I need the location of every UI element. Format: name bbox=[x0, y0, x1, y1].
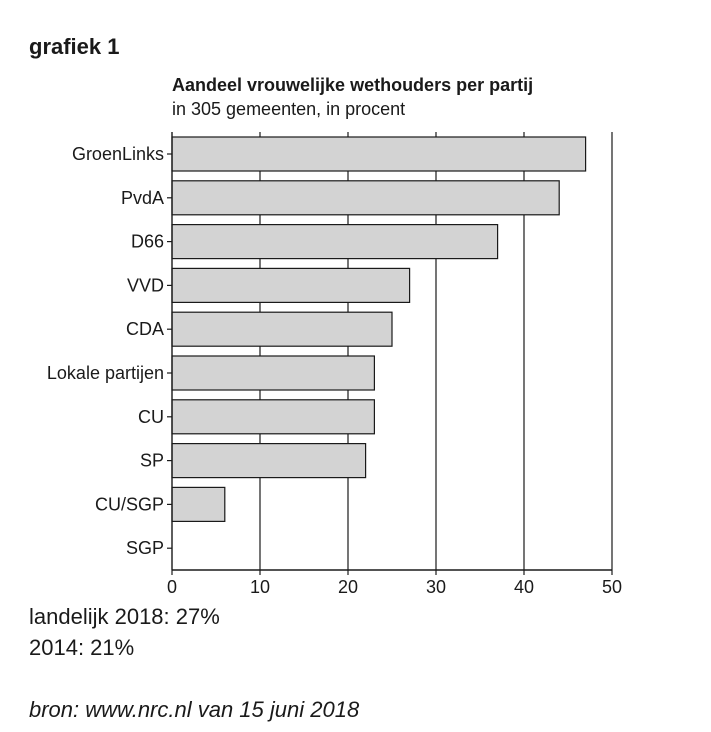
bar-pvda bbox=[171, 180, 560, 216]
category-label: D66 bbox=[131, 232, 164, 252]
category-label: SGP bbox=[126, 538, 164, 558]
chart-subtitle: in 305 gemeenten, in procent bbox=[172, 99, 406, 119]
category-label: CU bbox=[138, 407, 164, 427]
bar-cu-sgp bbox=[171, 486, 226, 522]
category-label: CDA bbox=[126, 319, 164, 339]
chart-title: Aandeel vrouwelijke wethouders per parti… bbox=[172, 75, 534, 95]
x-tick-label: 50 bbox=[602, 577, 622, 597]
bars bbox=[171, 136, 587, 522]
category-label: GroenLinks bbox=[72, 144, 164, 164]
x-axis: 0 10 20 30 40 50 bbox=[167, 569, 622, 597]
x-tick-label: 30 bbox=[426, 577, 446, 597]
bar-chart: GroenLinks PvdA D66 VVD CDA Lokale partijen CU… bbox=[47, 132, 622, 597]
national-2014-note: 2014: 21% bbox=[29, 635, 135, 660]
bar-groenlinks bbox=[171, 136, 587, 172]
bar-sp bbox=[171, 443, 367, 479]
category-label: PvdA bbox=[121, 188, 164, 208]
x-tick-label: 20 bbox=[338, 577, 358, 597]
y-axis: GroenLinks PvdA D66 VVD CDA Lokale partijen CU… bbox=[47, 132, 173, 570]
bar-cda bbox=[171, 311, 393, 347]
bar-vvd bbox=[171, 267, 411, 303]
category-label: VVD bbox=[127, 275, 164, 295]
category-label: CU/SGP bbox=[95, 494, 164, 514]
x-tick-label: 40 bbox=[514, 577, 534, 597]
bar-d66 bbox=[171, 224, 499, 260]
national-2018-note: landelijk 2018: 27% bbox=[29, 604, 220, 629]
x-tick-label: 10 bbox=[250, 577, 270, 597]
x-tick-label: 0 bbox=[167, 577, 177, 597]
figure-heading: grafiek 1 bbox=[29, 34, 120, 59]
source-note: bron: www.nrc.nl van 15 juni 2018 bbox=[29, 697, 360, 722]
category-label: Lokale partijen bbox=[47, 363, 164, 383]
bar-lokale-partijen bbox=[171, 355, 375, 391]
bar-cu bbox=[171, 399, 375, 435]
category-label: SP bbox=[140, 451, 164, 471]
